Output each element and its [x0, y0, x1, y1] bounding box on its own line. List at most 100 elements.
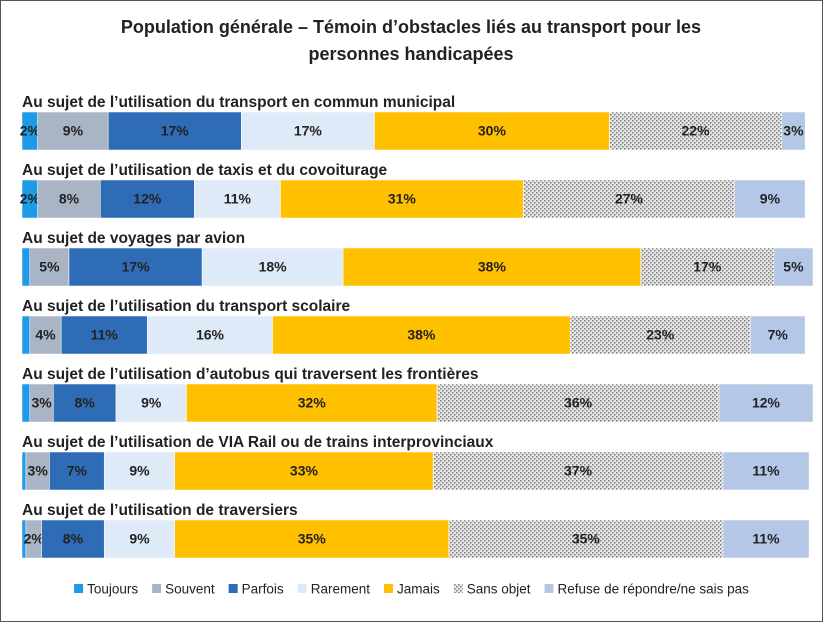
value-label: 30%: [478, 123, 507, 139]
chart-title: Population générale – Témoin d’obstacles…: [121, 17, 701, 64]
bar-segment: [522, 179, 735, 219]
value-label: 3%: [28, 463, 49, 479]
value-label: 38%: [407, 327, 436, 343]
value-label: 2%: [20, 191, 41, 207]
value-label: 17%: [161, 123, 190, 139]
value-label: 23%: [646, 327, 675, 343]
legend-swatch: [383, 584, 393, 593]
value-label: 8%: [59, 191, 80, 207]
bar-segment: [722, 451, 810, 491]
value-label: 11%: [224, 191, 252, 207]
legend-swatch: [74, 584, 84, 593]
legend-label: Rarement: [311, 582, 371, 597]
bar-segment: [100, 179, 195, 219]
bar-segment: [201, 247, 344, 287]
value-label: 11%: [752, 463, 780, 479]
legend-label: Refuse de répondre/ne sais pas: [558, 582, 750, 597]
value-label: 22%: [682, 123, 711, 139]
bar-segment: [37, 179, 101, 219]
category-label: Au sujet de l’utilisation du transport s…: [22, 298, 351, 315]
legend-swatch: [228, 584, 238, 593]
value-label: 35%: [298, 531, 327, 547]
value-label: 4%: [35, 327, 56, 343]
legend: Toujours Souvent Parfois Rarement Jamais Sans…: [74, 582, 749, 597]
value-label: 9%: [129, 531, 150, 547]
value-label: 7%: [67, 463, 88, 479]
category-label: Au sujet de voyages par avion: [22, 230, 245, 247]
value-label: 12%: [133, 191, 162, 207]
bar-segment: [37, 111, 109, 151]
bar-segment: [60, 315, 148, 355]
value-label: 36%: [564, 395, 593, 411]
bar-segment: [21, 451, 27, 491]
value-label: 9%: [63, 123, 84, 139]
bar-segment: [722, 519, 810, 559]
category-label: Au sujet de l’utilisation du transport e…: [22, 94, 455, 111]
category-label: Au sujet de l’utilisation d’autobus qui …: [22, 366, 478, 383]
bar-segment: [569, 315, 751, 355]
value-label: 31%: [388, 191, 417, 207]
bar-segment: [750, 315, 806, 355]
value-label: 17%: [122, 259, 151, 275]
bar-segment: [68, 247, 203, 287]
value-label: 2%: [24, 531, 45, 547]
legend-swatch: [453, 584, 463, 593]
bar-segment: [115, 383, 187, 423]
value-label: 9%: [129, 463, 150, 479]
bar-segment: [773, 247, 814, 287]
bar-segment: [272, 315, 571, 355]
value-label: 17%: [294, 123, 323, 139]
bar-segment: [781, 111, 806, 151]
bar-segment: [147, 315, 273, 355]
bar-segment: [29, 247, 70, 287]
value-label: 3%: [783, 123, 804, 139]
bar-segment: [21, 383, 31, 423]
value-label: 2%: [20, 123, 41, 139]
bar-segment: [103, 451, 175, 491]
bar-segment: [41, 519, 105, 559]
bar-segment: [374, 111, 610, 151]
value-label: 17%: [693, 259, 722, 275]
value-label: 33%: [290, 463, 319, 479]
legend-label: Toujours: [87, 582, 138, 597]
bar-segment: [107, 111, 242, 151]
bar-segment: [29, 315, 62, 355]
value-label: 5%: [783, 259, 804, 275]
value-label: 7%: [768, 327, 789, 343]
value-label: 37%: [564, 463, 593, 479]
bar-segment: [734, 179, 806, 219]
bar-segment: [448, 519, 724, 559]
value-label: 38%: [478, 259, 507, 275]
category-label: Au sujet de l’utilisation de traversiers: [22, 502, 298, 519]
value-label: 27%: [615, 191, 644, 207]
legend-label: Souvent: [165, 582, 215, 597]
value-label: 12%: [752, 395, 781, 411]
bar-segment: [436, 383, 720, 423]
legend-swatch: [297, 584, 307, 593]
value-label: 16%: [196, 327, 225, 343]
category-label: Au sujet de l’utilisation de taxis et du…: [22, 162, 388, 179]
bar-segment: [53, 383, 117, 423]
value-label: 9%: [141, 395, 162, 411]
legend-swatch: [152, 584, 162, 593]
bar-segment: [103, 519, 175, 559]
value-label: 5%: [39, 259, 60, 275]
bar-segment: [609, 111, 782, 151]
legend-label: Jamais: [397, 582, 440, 597]
category-label: Au sujet de l’utilisation de VIA Rail ou…: [22, 434, 494, 451]
bar-segment: [342, 247, 641, 287]
value-label: 35%: [572, 531, 601, 547]
value-label: 8%: [75, 395, 96, 411]
legend-label: Sans objet: [467, 582, 531, 597]
bar-segment: [21, 247, 31, 287]
bar-segment: [21, 315, 31, 355]
bar-segment: [280, 179, 524, 219]
value-label: 9%: [760, 191, 781, 207]
value-label: 11%: [752, 531, 780, 547]
value-label: 11%: [91, 327, 119, 343]
legend-swatch: [544, 584, 554, 593]
value-label: 3%: [31, 395, 52, 411]
bar-segment: [718, 383, 814, 423]
bar-segment: [174, 451, 434, 491]
